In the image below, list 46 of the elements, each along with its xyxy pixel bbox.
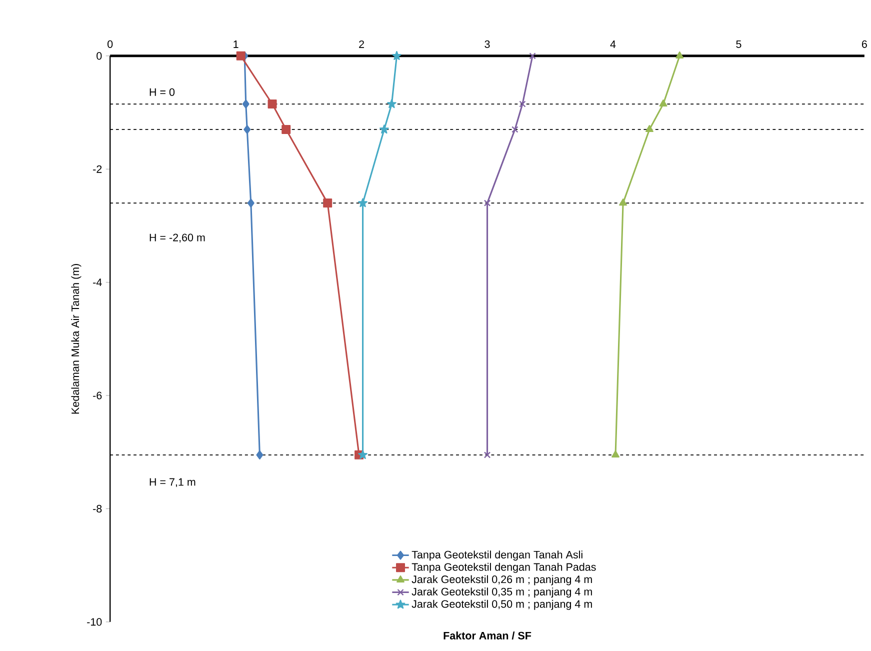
point	[484, 451, 491, 458]
point	[387, 98, 396, 108]
y-tick-label: -10	[87, 618, 102, 626]
point	[392, 50, 402, 60]
y-tick-label: -6	[93, 392, 102, 400]
legend-label: Jarak Geotekstil 0,50 m ; panjang 4 m	[412, 600, 592, 610]
annotation: H = -2,60 m	[150, 234, 205, 242]
point	[242, 99, 250, 108]
point	[358, 450, 368, 459]
x-tick-label: 6	[862, 40, 867, 48]
point	[484, 200, 491, 206]
point	[645, 124, 654, 132]
x-tick-label: 2	[359, 40, 364, 48]
point	[612, 450, 620, 458]
y-tick-label: -8	[93, 504, 102, 512]
y-tick-label: 0	[96, 52, 102, 60]
point	[379, 124, 389, 134]
x-tick-label: 0	[108, 40, 113, 48]
point	[529, 52, 536, 60]
x-axis-title: Faktor Aman / SF	[444, 631, 532, 640]
point	[659, 99, 668, 106]
point	[236, 51, 246, 60]
point	[244, 124, 251, 134]
legend-label: Tanpa Geotekstil dengan Tanah Asli	[412, 550, 582, 560]
point	[619, 198, 628, 206]
legend-label: Jarak Geotekstil 0,35 m ; panjang 4 m	[412, 587, 592, 598]
point	[512, 126, 518, 133]
annotation: H = 7,1 m	[150, 478, 196, 487]
legend-label: Tanpa Geotekstil dengan Tanah Padas	[412, 562, 596, 573]
y-axis-title: Kedalaman Muka Air Tanah (m)	[71, 264, 82, 414]
point	[358, 198, 368, 207]
point	[268, 99, 277, 108]
point	[676, 51, 684, 58]
x-tick-label: 1	[234, 40, 238, 48]
point	[519, 100, 526, 108]
x-tick-label: 4	[610, 40, 616, 48]
annotation: H = 0	[150, 88, 175, 96]
x-tick-label: 5	[736, 40, 742, 48]
y-tick-label: -4	[93, 278, 102, 286]
x-tick-label: 3	[484, 40, 490, 48]
point	[282, 124, 291, 134]
y-tick-label: -2	[93, 165, 102, 173]
point	[247, 198, 254, 208]
point	[323, 198, 332, 208]
legend-label: Jarak Geotekstil 0,26 m ; panjang 4 m	[412, 575, 592, 586]
point	[256, 450, 264, 460]
